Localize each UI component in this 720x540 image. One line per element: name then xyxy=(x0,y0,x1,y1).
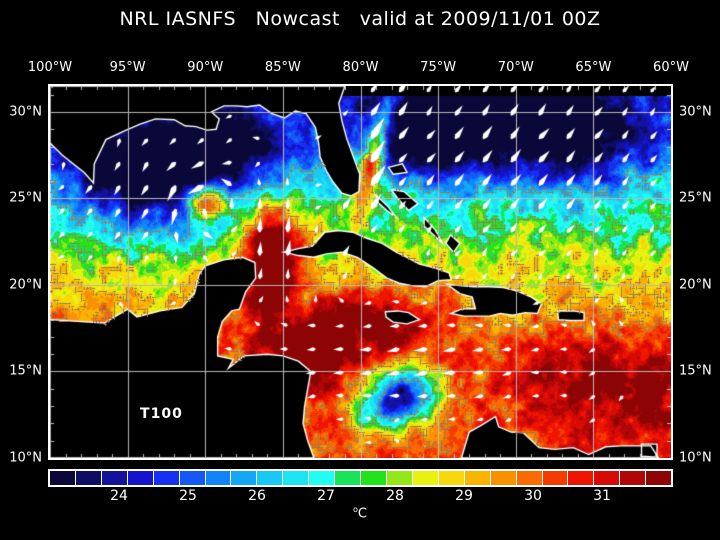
colorbar-swatch-9 xyxy=(283,471,310,485)
colorbar-swatch-18 xyxy=(516,471,543,485)
colorbar-tick-29: 29 xyxy=(455,488,473,504)
lon-tick-80°W: 80°W xyxy=(342,60,379,75)
colorbar-tick-26: 26 xyxy=(248,488,266,504)
map-plot-area[interactable]: T100 xyxy=(48,84,673,460)
lon-tick-100°W: 100°W xyxy=(27,60,73,75)
colorbar-swatch-11 xyxy=(335,471,362,485)
colorbar-swatch-21 xyxy=(594,471,621,485)
lat-tick-left-15°N: 15°N xyxy=(9,363,42,379)
lat-tick-right-20°N: 20°N xyxy=(679,277,712,293)
lat-tick-right-25°N: 25°N xyxy=(679,190,712,206)
lat-tick-left-30°N: 30°N xyxy=(9,104,42,120)
colorbar-swatch-22 xyxy=(620,471,647,485)
colorbar-swatch-14 xyxy=(412,471,439,485)
colorbar-swatch-15 xyxy=(438,471,465,485)
colorbar-swatch-1 xyxy=(75,471,102,485)
sst-heatmap-canvas xyxy=(50,86,671,458)
lon-tick-85°W: 85°W xyxy=(264,60,301,75)
lat-tick-right-10°N: 10°N xyxy=(679,450,712,466)
lon-tick-65°W: 65°W xyxy=(575,60,612,75)
colorbar-tick-25: 25 xyxy=(179,488,197,504)
colorbar-tick-30: 30 xyxy=(524,488,542,504)
colorbar-swatch-0 xyxy=(50,471,76,485)
colorbar-swatch-4 xyxy=(153,471,180,485)
colorbar-swatch-7 xyxy=(231,471,258,485)
lat-tick-left-20°N: 20°N xyxy=(9,277,42,293)
lon-tick-70°W: 70°W xyxy=(497,60,534,75)
colorbar-swatch-6 xyxy=(205,471,232,485)
colorbar-unit-label: oC xyxy=(352,505,367,522)
lat-tick-left-25°N: 25°N xyxy=(9,190,42,206)
t100-annotation: T100 xyxy=(140,406,183,423)
lon-tick-60°W: 60°W xyxy=(653,60,689,75)
colorbar-swatch-2 xyxy=(101,471,128,485)
colorbar-swatches xyxy=(50,471,672,485)
colorbar-swatch-13 xyxy=(386,471,413,485)
colorbar-swatch-20 xyxy=(568,471,595,485)
colorbar-tick-24: 24 xyxy=(110,488,128,504)
lon-tick-90°W: 90°W xyxy=(187,60,224,75)
colorbar-swatch-12 xyxy=(361,471,387,485)
colorbar-swatch-8 xyxy=(257,471,284,485)
colorbar-swatch-16 xyxy=(464,471,491,485)
colorbar-swatch-10 xyxy=(309,471,336,485)
colorbar-swatch-3 xyxy=(127,471,154,485)
colorbar-tick-27: 27 xyxy=(317,488,335,504)
lat-tick-right-15°N: 15°N xyxy=(679,363,712,379)
colorbar-tick-31: 31 xyxy=(593,488,611,504)
lon-tick-75°W: 75°W xyxy=(420,60,457,75)
lat-tick-right-30°N: 30°N xyxy=(679,104,712,120)
colorbar-swatch-23 xyxy=(646,471,672,485)
figure-title: NRL IASNFS Nowcast valid at 2009/11/01 0… xyxy=(119,8,601,30)
lon-tick-95°W: 95°W xyxy=(109,60,146,75)
colorbar-tick-28: 28 xyxy=(386,488,404,504)
colorbar-swatch-17 xyxy=(490,471,517,485)
colorbar xyxy=(48,469,673,487)
colorbar-swatch-5 xyxy=(179,471,206,485)
lat-tick-left-10°N: 10°N xyxy=(9,450,42,466)
colorbar-swatch-19 xyxy=(542,471,569,485)
